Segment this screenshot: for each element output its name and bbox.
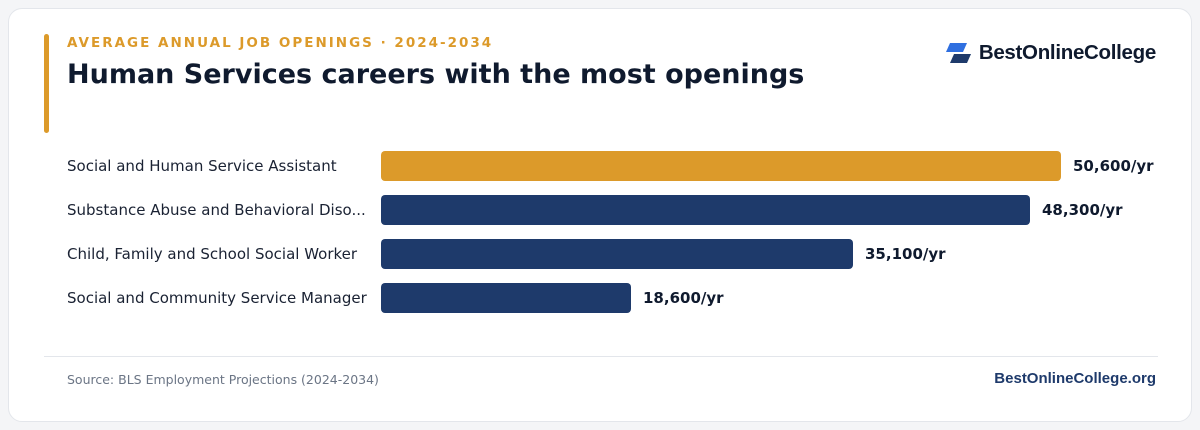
chart-eyebrow: AVERAGE ANNUAL JOB OPENINGS · 2024-2034 xyxy=(67,35,494,51)
source-note: Source: BLS Employment Projections (2024… xyxy=(67,372,379,387)
brand-logo-block: BestOnlineCollege xyxy=(945,41,1156,65)
bar xyxy=(381,283,631,313)
value-label: 35,100/yr xyxy=(865,245,946,263)
value-label: 48,300/yr xyxy=(1042,201,1123,219)
bar-chart: Social and Human Service Assistant 50,600… xyxy=(67,151,1154,313)
bar xyxy=(381,195,1030,225)
category-label: Substance Abuse and Behavioral Diso... xyxy=(67,201,366,219)
site-link[interactable]: BestOnlineCollege.org xyxy=(994,370,1156,387)
bar xyxy=(381,151,1061,181)
category-label: Child, Family and School Social Worker xyxy=(67,245,358,263)
category-label: Social and Community Service Manager xyxy=(67,289,368,307)
chart-title: Human Services careers with the most ope… xyxy=(67,59,805,90)
category-label: Social and Human Service Assistant xyxy=(67,157,337,175)
value-label: 50,600/yr xyxy=(1073,157,1154,175)
brand-logo-icon xyxy=(945,43,971,63)
accent-bar xyxy=(44,34,49,133)
brand-name: BestOnlineCollege xyxy=(978,41,1156,64)
footer-divider xyxy=(44,356,1158,357)
chart-card: AVERAGE ANNUAL JOB OPENINGS · 2024-2034 … xyxy=(8,8,1192,422)
bar xyxy=(381,239,853,269)
value-label: 18,600/yr xyxy=(643,289,724,307)
